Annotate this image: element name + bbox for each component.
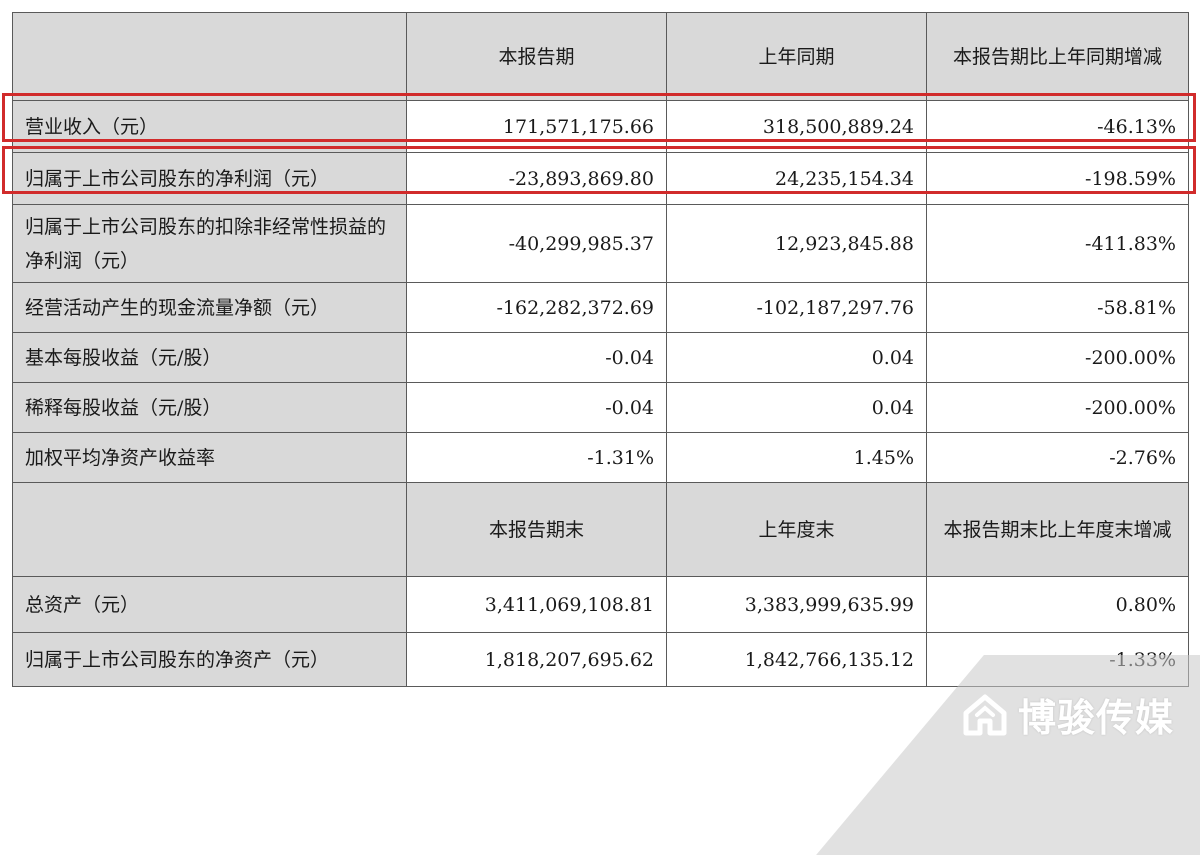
- cell-change: -46.13%: [926, 100, 1189, 153]
- header-current-period: 本报告期: [406, 12, 667, 101]
- cell-current: -162,282,372.69: [406, 282, 667, 333]
- header-row-period: 本报告期 上年同期 本报告期比上年同期增减: [12, 12, 1189, 101]
- cell-prior: -102,187,297.76: [666, 282, 927, 333]
- header-current-period-end: 本报告期末: [406, 482, 667, 577]
- cell-prior: 1.45%: [666, 432, 927, 483]
- header-change: 本报告期比上年同期增减: [926, 12, 1189, 101]
- cell-prior: 24,235,154.34: [666, 152, 927, 205]
- cell-current: 1,818,207,695.62: [406, 632, 667, 687]
- cell-prior: 318,500,889.24: [666, 100, 927, 153]
- financial-data-table: 本报告期 上年同期 本报告期比上年同期增减 营业收入（元） 171,571,17…: [12, 12, 1189, 687]
- cell-current: -40,299,985.37: [406, 204, 667, 283]
- row-label: 经营活动产生的现金流量净额（元）: [12, 282, 407, 333]
- header-blank-cell: [12, 482, 407, 577]
- cell-change: -2.76%: [926, 432, 1189, 483]
- row-label: 归属于上市公司股东的净利润（元）: [12, 152, 407, 205]
- cell-change: -58.81%: [926, 282, 1189, 333]
- cell-current: -0.04: [406, 382, 667, 433]
- row-label: 总资产（元）: [12, 576, 407, 633]
- table-row-total-assets: 总资产（元） 3,411,069,108.81 3,383,999,635.99…: [12, 576, 1189, 633]
- header-prior-period: 上年同期: [666, 12, 927, 101]
- cell-prior: 12,923,845.88: [666, 204, 927, 283]
- row-label: 基本每股收益（元/股）: [12, 332, 407, 383]
- table-row-weighted-roe: 加权平均净资产收益率 -1.31% 1.45% -2.76%: [12, 432, 1189, 483]
- table-row-operating-cash-flow: 经营活动产生的现金流量净额（元） -162,282,372.69 -102,18…: [12, 282, 1189, 333]
- row-label: 稀释每股收益（元/股）: [12, 382, 407, 433]
- cell-prior: 0.04: [666, 382, 927, 433]
- table-row-basic-eps: 基本每股收益（元/股） -0.04 0.04 -200.00%: [12, 332, 1189, 383]
- cell-change: -200.00%: [926, 382, 1189, 433]
- cell-prior: 1,842,766,135.12: [666, 632, 927, 687]
- cell-current: -1.31%: [406, 432, 667, 483]
- table-row-diluted-eps: 稀释每股收益（元/股） -0.04 0.04 -200.00%: [12, 382, 1189, 433]
- cell-current: 3,411,069,108.81: [406, 576, 667, 633]
- house-logo-icon: [963, 694, 1007, 736]
- cell-change: -200.00%: [926, 332, 1189, 383]
- cell-change: -411.83%: [926, 204, 1189, 283]
- cell-current: -0.04: [406, 332, 667, 383]
- header-row-period-end: 本报告期末 上年度末 本报告期末比上年度末增减: [12, 482, 1189, 577]
- cell-current: -23,893,869.80: [406, 152, 667, 205]
- cell-prior: 0.04: [666, 332, 927, 383]
- row-label: 归属于上市公司股东的净资产（元）: [12, 632, 407, 687]
- watermark-text: 博骏传媒: [1018, 695, 1175, 740]
- watermark: 博骏传媒: [960, 686, 1174, 742]
- cell-prior: 3,383,999,635.99: [666, 576, 927, 633]
- cell-change: -198.59%: [926, 152, 1189, 205]
- cell-change: 0.80%: [926, 576, 1189, 633]
- row-label: 营业收入（元）: [12, 100, 407, 153]
- row-label: 归属于上市公司股东的扣除非经常性损益的净利润（元）: [12, 204, 407, 283]
- table-row-adjusted-net-profit: 归属于上市公司股东的扣除非经常性损益的净利润（元） -40,299,985.37…: [12, 204, 1189, 283]
- table-row-revenue: 营业收入（元） 171,571,175.66 318,500,889.24 -4…: [12, 100, 1189, 153]
- table-row-net-profit: 归属于上市公司股东的净利润（元） -23,893,869.80 24,235,1…: [12, 152, 1189, 205]
- header-prior-year-end: 上年度末: [666, 482, 927, 577]
- header-blank-cell: [12, 12, 407, 101]
- row-label: 加权平均净资产收益率: [12, 432, 407, 483]
- header-change-end: 本报告期末比上年度末增减: [926, 482, 1189, 577]
- cell-current: 171,571,175.66: [406, 100, 667, 153]
